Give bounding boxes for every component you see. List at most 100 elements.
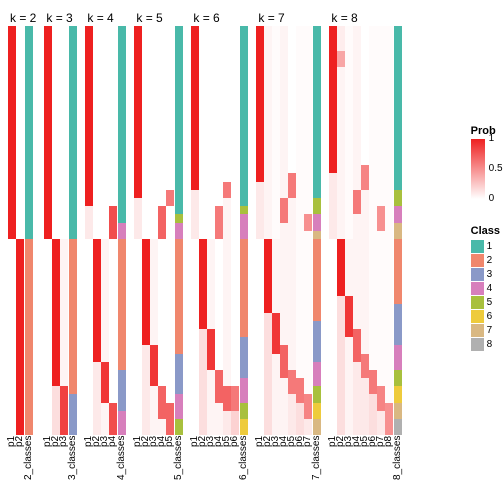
- class-column: [240, 26, 248, 436]
- prob-column-p5: [166, 26, 174, 436]
- panel-k7: k = 7p1p2p3p4p5p6p77_classes: [256, 10, 321, 490]
- x-label-classes: 5_classes: [175, 436, 183, 490]
- panel-k8: k = 8 p1p2p3p4p5p6p7p88_classes: [329, 10, 402, 490]
- panel-title: k = 2: [8, 10, 36, 26]
- prob-column-p2: [264, 26, 272, 436]
- legend: Prob 10.50 Class 12345678: [471, 125, 500, 351]
- prob-column-p3: [150, 26, 158, 436]
- class-swatch-row: 7: [471, 323, 500, 337]
- prob-column-p4: [353, 26, 361, 436]
- class-swatch-row: 4: [471, 281, 500, 295]
- prob-legend-title: Prob: [471, 125, 500, 137]
- panel-k4: k = 4 p1p2p3p44_classes: [85, 10, 126, 490]
- class-swatch-label: 5: [487, 296, 493, 309]
- prob-tick: 1: [489, 135, 495, 143]
- class-swatch-row: 8: [471, 337, 500, 351]
- heatmap: [134, 26, 183, 436]
- heatmap: [85, 26, 126, 436]
- class-swatch: [471, 254, 484, 267]
- prob-column-p1: [191, 26, 199, 436]
- class-swatches: 12345678: [471, 239, 500, 351]
- prob-column-p3: [101, 26, 109, 436]
- class-swatch-row: 1: [471, 239, 500, 253]
- class-swatch: [471, 310, 484, 323]
- prob-tick: 0: [489, 195, 495, 203]
- x-label-classes: 2_classes: [25, 436, 33, 490]
- heatmap: [191, 26, 248, 436]
- prob-column-p2: [337, 26, 345, 436]
- x-axis: p1p2p33_classes: [44, 436, 77, 490]
- prob-column-p4: [158, 26, 166, 436]
- prob-column-p1: [8, 26, 16, 436]
- x-label-classes: 4_classes: [118, 436, 126, 490]
- class-swatch: [471, 268, 484, 281]
- prob-column-p3: [272, 26, 280, 436]
- class-swatch: [471, 240, 484, 253]
- class-legend: Class 12345678: [471, 225, 500, 351]
- prob-column-p2: [93, 26, 101, 436]
- panel-k3: k = 3 p1p2p33_classes: [44, 10, 77, 490]
- class-swatch: [471, 324, 484, 337]
- class-column: [313, 26, 321, 436]
- prob-column-p2: [52, 26, 60, 436]
- prob-column-p1: [85, 26, 93, 436]
- x-axis: p1p2p3p4p55_classes: [134, 436, 183, 490]
- panel-k5: k = 5 p1p2p3p4p55_classes: [134, 10, 183, 490]
- x-axis: p1p2p3p4p5p66_classes: [191, 436, 248, 490]
- class-swatch-row: 3: [471, 267, 500, 281]
- panel-k6: k = 6 p1p2p3p4p5p66_classes: [191, 10, 248, 490]
- class-column: [25, 26, 33, 436]
- x-label-classes: 6_classes: [240, 436, 248, 490]
- panel-title: k = 4: [85, 10, 126, 26]
- x-label-classes: 7_classes: [313, 436, 321, 490]
- class-swatch: [471, 296, 484, 309]
- x-axis: p1p22_classes: [8, 436, 36, 490]
- prob-column-p6: [231, 26, 239, 436]
- x-label-classes: 3_classes: [69, 436, 77, 490]
- prob-tick: 0.5: [489, 165, 503, 173]
- prob-column-p2: [199, 26, 207, 436]
- prob-column-p3: [60, 26, 68, 436]
- prob-colorbar: 10.50: [471, 139, 485, 199]
- panel-title: k = 7: [256, 10, 321, 26]
- class-column: [69, 26, 77, 436]
- panel-k2: k = 2 p1p22_classes: [8, 10, 36, 490]
- prob-column-p8: [385, 26, 393, 436]
- prob-column-p1: [44, 26, 52, 436]
- prob-column-p1: [134, 26, 142, 436]
- class-swatch-label: 8: [487, 338, 493, 351]
- panel-title: k = 8: [329, 10, 402, 26]
- class-swatch-label: 1: [487, 240, 493, 253]
- class-swatch-label: 2: [487, 254, 493, 267]
- class-column: [394, 26, 402, 436]
- class-swatch-row: 2: [471, 253, 500, 267]
- class-swatch-label: 3: [487, 268, 493, 281]
- prob-column-p7: [377, 26, 385, 436]
- prob-column-p2: [16, 26, 24, 436]
- prob-column-p1: [329, 26, 337, 436]
- prob-column-p7: [304, 26, 312, 436]
- x-axis: p1p2p3p4p5p6p7p88_classes: [329, 436, 402, 490]
- prob-column-p2: [142, 26, 150, 436]
- prob-column-p6: [369, 26, 377, 436]
- class-swatch: [471, 338, 484, 351]
- panel-title: k = 5: [134, 10, 183, 26]
- heatmap: [44, 26, 77, 436]
- prob-column-p1: [256, 26, 264, 436]
- class-swatch-label: 4: [487, 282, 493, 295]
- class-column: [175, 26, 183, 436]
- x-axis: p1p2p3p44_classes: [85, 436, 126, 490]
- heatmap: [256, 26, 321, 436]
- prob-column-p6: [296, 26, 304, 436]
- class-swatch-label: 7: [487, 324, 493, 337]
- prob-column-p4: [215, 26, 223, 436]
- prob-column-p4: [109, 26, 117, 436]
- prob-column-p5: [361, 26, 369, 436]
- class-swatch-row: 5: [471, 295, 500, 309]
- prob-column-p5: [223, 26, 231, 436]
- panel-title: k = 6: [191, 10, 248, 26]
- prob-column-p3: [345, 26, 353, 436]
- class-swatch-label: 6: [487, 310, 493, 323]
- heatmap-panels: k = 2p1p22_classesk = 3p1p2p33_classesk …: [8, 10, 438, 490]
- panel-title: k = 3: [44, 10, 77, 26]
